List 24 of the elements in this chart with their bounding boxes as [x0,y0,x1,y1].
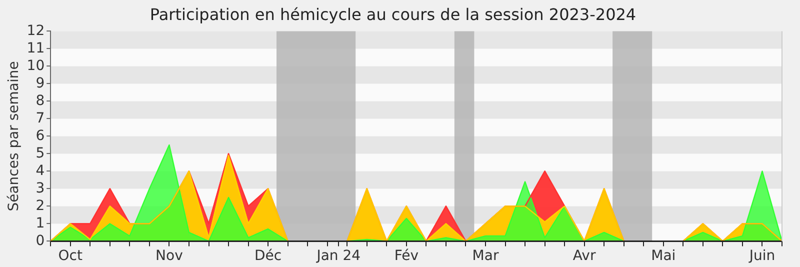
y-tick-label: 2 [36,198,45,214]
x-tick-label: Déc [254,248,282,264]
y-tick-label: 3 [36,180,45,196]
y-tick-label: 11 [26,40,45,56]
y-tick-label: 1 [36,215,45,232]
x-tick-label: Nov [156,248,183,264]
y-tick-label: 10 [26,58,45,74]
y-tick-label: 4 [36,162,45,179]
y-tick-label: 12 [26,22,45,39]
x-tick-label: Fév [394,248,419,264]
x-tick-label: Avr [572,248,596,264]
x-tick-label: Mar [472,248,499,264]
y-tick-label: 5 [36,145,45,162]
x-tick-label: Juin [748,248,776,264]
x-tick-label: Mai [651,248,676,264]
y-tick-label: 6 [36,128,45,144]
x-tick-label: Jan 24 [316,248,361,264]
chart-title: Participation en hémicycle au cours de la session 2023-2024 [150,4,636,24]
y-tick-label: 8 [36,92,45,109]
x-tick-label: Oct [58,248,83,264]
y-axis-title: Séances par semaine [6,61,22,212]
y-tick-label: 7 [36,110,45,126]
y-tick-label: 9 [36,75,45,92]
y-tick-label: 0 [36,232,45,249]
